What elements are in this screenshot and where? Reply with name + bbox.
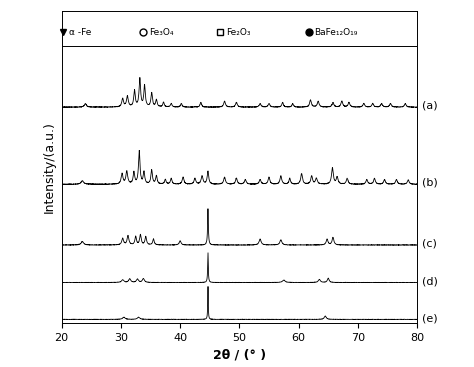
Text: Fe₂O₃: Fe₂O₃ xyxy=(226,28,250,37)
Text: (c): (c) xyxy=(422,239,437,248)
Text: Fe₃O₄: Fe₃O₄ xyxy=(149,28,173,37)
Text: (d): (d) xyxy=(422,276,438,286)
Text: (a): (a) xyxy=(422,101,438,111)
Y-axis label: Intensity/(a.u.): Intensity/(a.u.) xyxy=(43,121,56,213)
Text: (b): (b) xyxy=(422,178,438,188)
Text: BaFe₁₂O₁₉: BaFe₁₂O₁₉ xyxy=(315,28,358,37)
Text: α -Fe: α -Fe xyxy=(69,28,91,37)
Text: (e): (e) xyxy=(422,313,438,323)
X-axis label: 2θ / (° ): 2θ / (° ) xyxy=(213,348,266,361)
